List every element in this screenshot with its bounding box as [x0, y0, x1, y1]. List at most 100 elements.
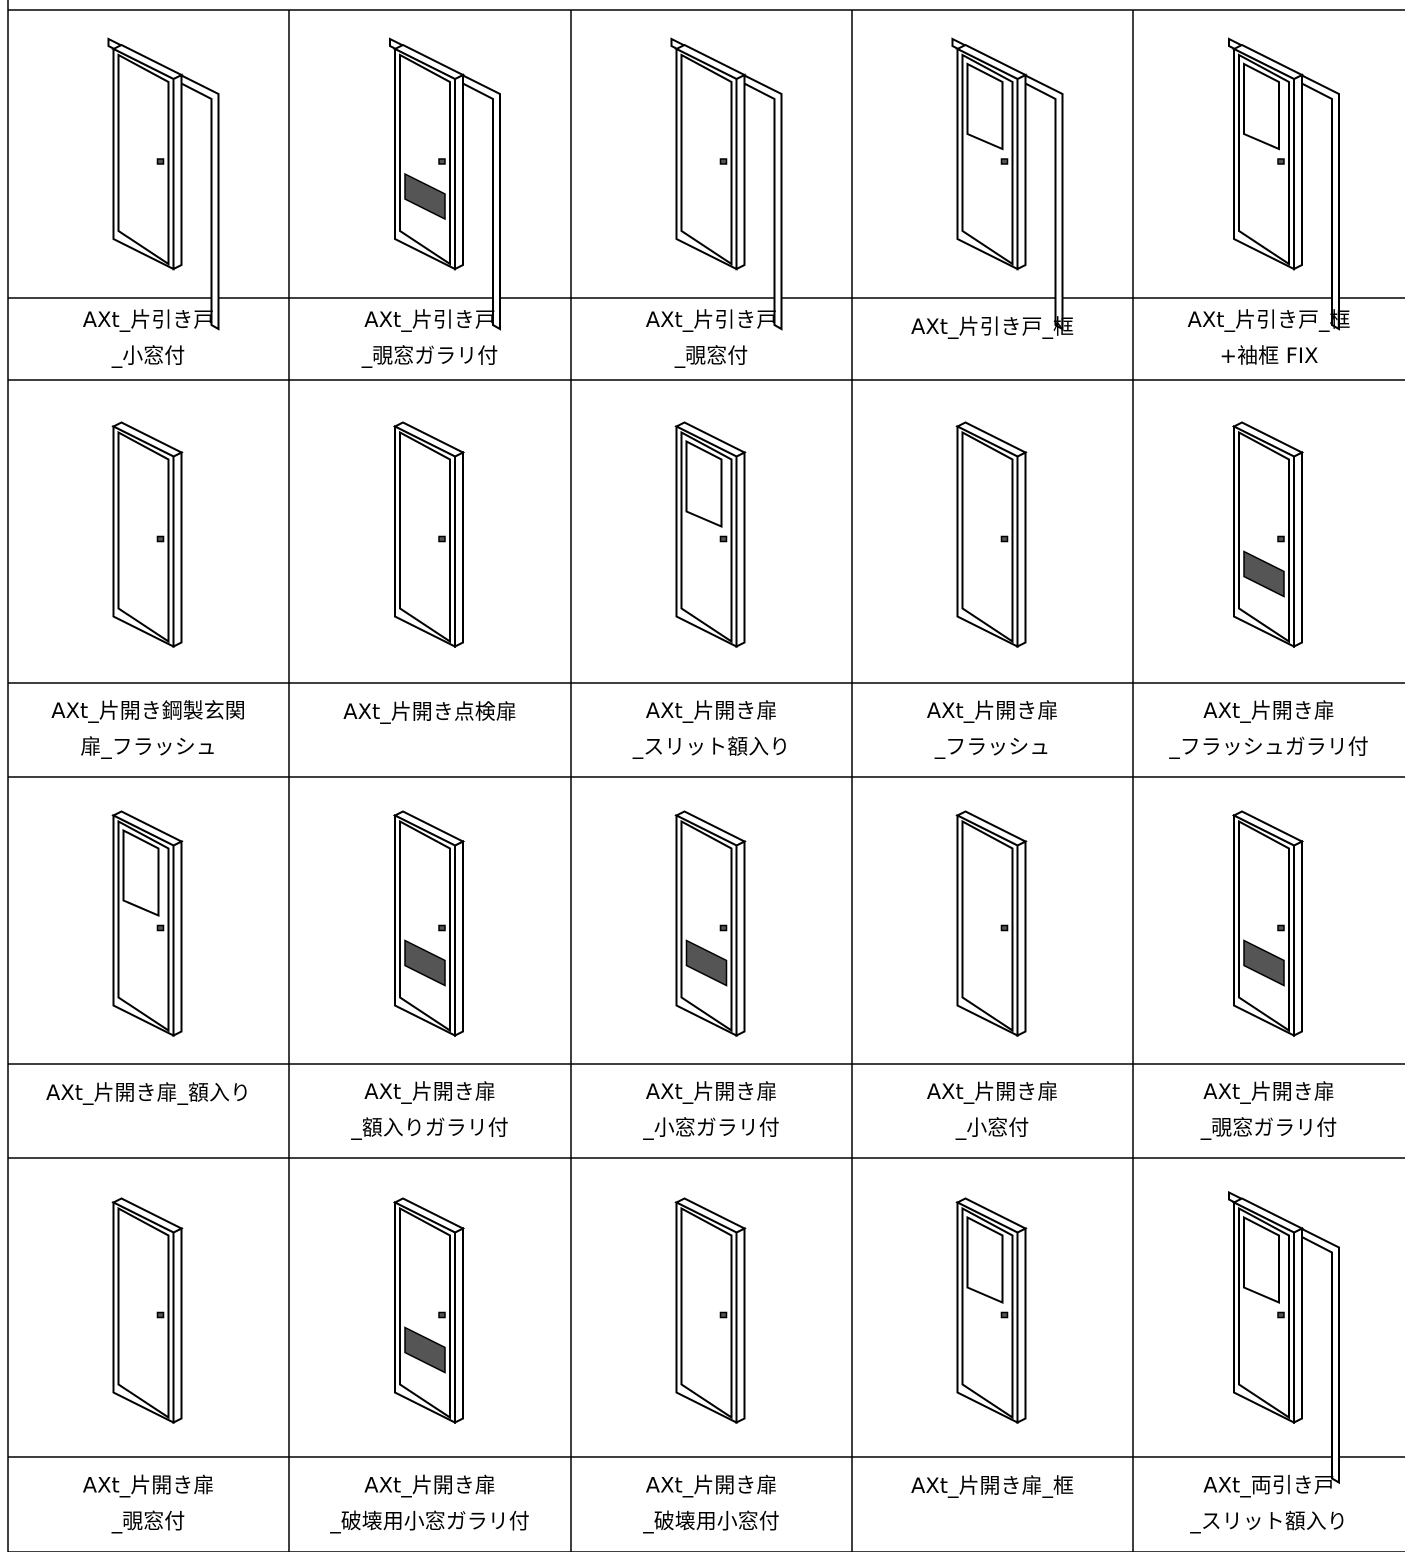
door-side	[172, 73, 183, 271]
door-side	[454, 450, 464, 649]
door-illustration	[111, 421, 184, 649]
door-illustration	[392, 421, 466, 649]
door-glass	[966, 1215, 1004, 1305]
door-handle	[719, 535, 728, 543]
door-illustration	[111, 810, 184, 1038]
door-inner	[117, 53, 170, 266]
door-inner	[399, 430, 451, 644]
door-glass	[685, 439, 723, 529]
door-handle	[1000, 535, 1009, 543]
door-handle	[1277, 1311, 1285, 1319]
cell-label: AXt_片引き戸	[646, 308, 778, 333]
door-frame	[1228, 1190, 1340, 1485]
door-handle	[719, 1311, 728, 1319]
door-louver	[404, 939, 446, 987]
cell-label: AXt_片開き点検扉	[343, 700, 517, 725]
door-handle	[438, 158, 446, 165]
cell-label: _フラッシュ	[934, 735, 1051, 760]
door-inner	[680, 1206, 733, 1420]
door-frame	[951, 37, 1064, 331]
door-illustration	[670, 37, 783, 331]
door-side	[1293, 1226, 1303, 1425]
door-handle	[438, 924, 446, 932]
cell-label: AXt_片開き扉	[927, 699, 1059, 724]
cell-label: _小窓付	[955, 1116, 1030, 1141]
door-illustration	[107, 37, 220, 331]
door-illustration	[111, 1197, 184, 1425]
door-side	[172, 450, 183, 649]
door-side	[1293, 73, 1303, 271]
door-frame	[670, 37, 783, 331]
cell-label: AXt_片開き扉	[83, 1474, 215, 1499]
door-illustration	[1228, 1190, 1340, 1485]
door-side	[735, 839, 746, 1038]
door-illustration	[1231, 421, 1305, 649]
door-glass	[1243, 62, 1280, 151]
cell-label: AXt_片引き戸	[364, 308, 496, 333]
door-louver	[404, 1326, 446, 1374]
door-illustration	[674, 421, 747, 649]
door-illustration	[955, 810, 1028, 1038]
door-handle	[156, 924, 165, 932]
cell-label: AXt_片開き扉	[646, 699, 778, 724]
door-illustration	[955, 421, 1028, 649]
door-handle	[156, 1311, 165, 1319]
cell-label: AXt_片引き戸_框	[911, 315, 1074, 340]
door-side	[735, 450, 746, 649]
door-handle	[719, 924, 728, 932]
door-illustration	[951, 37, 1064, 331]
cell-label: AXt_片開き扉_額入り	[46, 1081, 251, 1106]
door-inner	[961, 819, 1014, 1033]
cell-label: AXt_片開き鋼製玄関	[51, 699, 246, 724]
cell-label: AXt_片開き扉	[1203, 699, 1335, 724]
cell-label: _小窓付	[111, 344, 186, 369]
cell-label: _破壊用小窓付	[642, 1510, 780, 1535]
door-handle	[1277, 924, 1285, 932]
cell-label: AXt_片開き扉	[646, 1080, 778, 1105]
door-side	[1016, 450, 1027, 649]
door-handle	[1000, 1311, 1009, 1319]
door-handle	[156, 158, 165, 165]
door-illustration	[392, 810, 466, 1038]
cell-label: _フラッシュガラリ付	[1168, 735, 1369, 760]
cell-label: AXt_片開き扉	[364, 1080, 496, 1105]
door-frame	[107, 37, 220, 331]
cell-label: _覗窓付	[674, 344, 749, 369]
door-side	[735, 73, 746, 271]
cell-label: AXt_両引き戸	[1203, 1474, 1335, 1499]
door-side	[1016, 73, 1027, 271]
door-side	[172, 839, 183, 1038]
door-side	[1293, 839, 1303, 1038]
cell-label: AXt_片引き戸	[83, 308, 215, 333]
door-handle	[1000, 924, 1009, 932]
cell-label: 扉_フラッシュ	[80, 735, 217, 760]
door-louver	[1243, 550, 1285, 598]
door-glass	[1243, 1215, 1280, 1305]
door-handle	[438, 535, 446, 543]
cell-label: AXt_片開き扉	[646, 1474, 778, 1499]
cell-label: AXt_片開き扉	[1203, 1080, 1335, 1105]
cell-label: AXt_片引き戸_框	[1188, 308, 1351, 333]
door-handle	[1277, 158, 1285, 165]
cell-label: _小窓ガラリ付	[642, 1116, 780, 1141]
door-louver	[1243, 939, 1285, 987]
cell-label: _覗窓付	[111, 1510, 186, 1535]
cell-label: AXt_片開き扉	[927, 1080, 1059, 1105]
door-illustration	[674, 810, 747, 1038]
door-side	[1016, 1226, 1027, 1425]
door-side	[1293, 450, 1303, 649]
cell-label: _スリット額入り	[632, 735, 791, 760]
door-inner	[961, 430, 1014, 644]
door-handle	[719, 158, 728, 165]
door-side	[454, 839, 464, 1038]
cell-label: _覗窓ガラリ付	[1200, 1116, 1338, 1141]
cell-label: _破壊用小窓ガラリ付	[329, 1510, 530, 1535]
cell-label: AXt_片開き扉	[364, 1474, 496, 1499]
cell-label: _覗窓ガラリ付	[361, 344, 499, 369]
door-handle	[1000, 158, 1009, 165]
door-handle	[1277, 535, 1285, 543]
door-illustration	[1231, 810, 1305, 1038]
door-frame	[1228, 37, 1340, 331]
